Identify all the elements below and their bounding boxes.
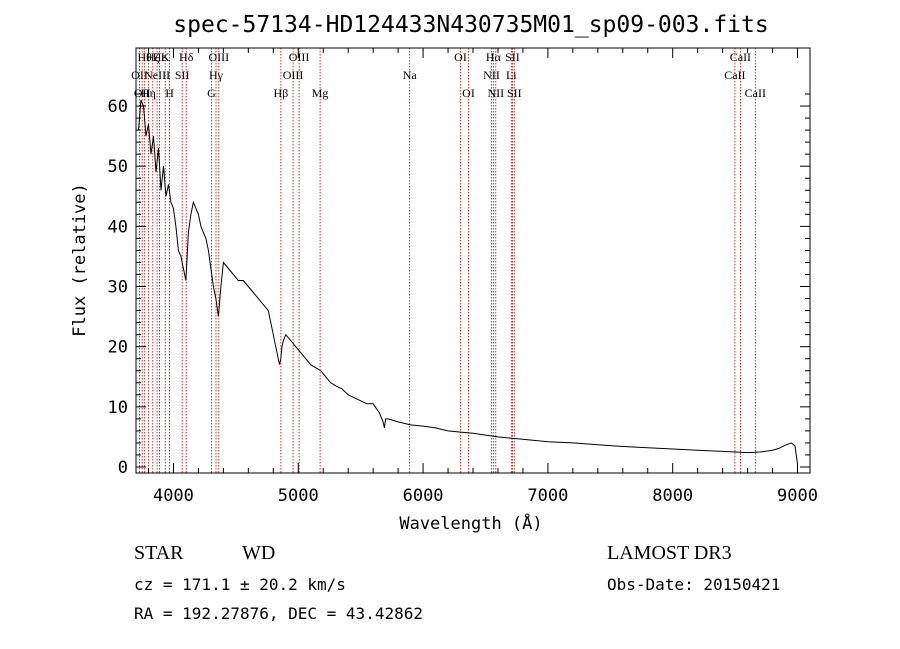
y-tick-label: 30	[108, 278, 128, 298]
spectrum-series-line	[138, 99, 798, 465]
x-axis-label: Wavelength (Å)	[399, 512, 542, 534]
spectral-line-label: CaII	[730, 50, 751, 64]
spectral-line-label: CaII	[724, 68, 745, 82]
spectral-line-label: NeIII	[144, 68, 170, 82]
x-tick-label: 7000	[527, 486, 568, 506]
spectral-line-label: Li	[506, 68, 517, 82]
x-tick-label: 5000	[278, 486, 319, 506]
coordinates: RA = 192.27876, DEC = 43.42862	[134, 604, 423, 623]
spectral-line-label: Hγ	[209, 68, 224, 82]
y-axis-label: Flux (relative)	[70, 183, 90, 337]
survey-name: LAMOST DR3	[607, 542, 732, 564]
y-tick-label: 50	[108, 157, 128, 177]
spectral-line-label: Hε	[153, 50, 167, 64]
x-tick-label: 4000	[153, 486, 194, 506]
spectral-line-label: H	[165, 86, 174, 100]
spectral-line-label: OIII	[208, 50, 229, 64]
spectral-line-label: G	[207, 86, 216, 100]
spectral-line-label: Hη	[141, 86, 156, 100]
observation-date: Obs-Date: 20150421	[607, 575, 780, 594]
spectral-line-label: SII	[507, 86, 522, 100]
spectral-line-label: Hθ	[137, 50, 152, 64]
x-tick-label: 8000	[652, 486, 693, 506]
spectral-line-label: Hδ	[179, 50, 194, 64]
spectral-line-label: OIII	[283, 68, 304, 82]
x-axis-ticks: 4000 5000 6000 7000 8000 9000	[147, 48, 818, 506]
x-tick-label: 6000	[403, 486, 444, 506]
spectral-line-label: NII	[487, 86, 504, 100]
spectral-line-label: Hα	[486, 50, 502, 64]
y-tick-label: 10	[108, 398, 128, 418]
spectral-line-label: OI	[454, 50, 467, 64]
y-tick-label: 40	[108, 217, 128, 237]
y-axis-ticks: 0 10 20 30 40 50 60	[108, 93, 810, 478]
spectral-line-label: K	[161, 50, 170, 64]
spectral-line-label: SII	[175, 68, 190, 82]
spectral-line-label: Mg	[312, 86, 329, 100]
spectral-line-label: OII	[131, 68, 148, 82]
spectral-line-label: Hβ	[274, 86, 289, 100]
spectral-line-label: OIII	[289, 50, 310, 64]
spectral-line-label: SII	[505, 50, 520, 64]
spectral-line-label: Hζ	[146, 50, 160, 64]
x-tick-label: 9000	[777, 486, 818, 506]
spectral-line-label: Na	[403, 68, 418, 82]
chart-title: spec-57134-HD124433N430735M01_sp09-003.f…	[173, 12, 768, 38]
spectral-line-label: CaII	[745, 86, 766, 100]
y-tick-label: 0	[118, 458, 128, 478]
object-class: STAR	[134, 542, 184, 564]
spectral-line-label: OI	[462, 86, 475, 100]
y-tick-label: 20	[108, 338, 128, 358]
spectral-line-markers	[139, 48, 756, 473]
y-tick-label: 60	[108, 97, 128, 117]
spectral-line-labels: OIIOIIHθHηHζNeIIIHεKHSIIHδGHγOIIIHβOIIIO…	[131, 50, 766, 100]
spectral-line-label: NII	[483, 68, 500, 82]
object-subclass: WD	[242, 542, 275, 564]
spectral-line-label: OII	[134, 86, 151, 100]
redshift-cz: cz = 171.1 ± 20.2 km/s	[134, 575, 346, 594]
